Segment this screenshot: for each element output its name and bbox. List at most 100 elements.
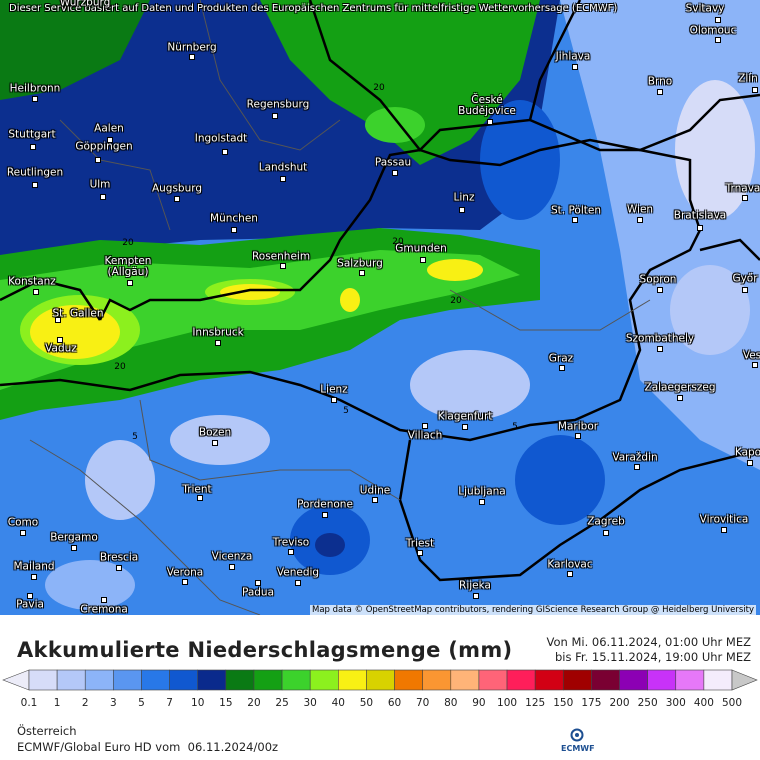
city-label: Venedig (276, 566, 320, 579)
legend-tick-label: 20 (247, 697, 261, 709)
city-label: Vaduz (45, 342, 77, 355)
city-label: St. Gallen (52, 307, 104, 320)
city-dot (55, 317, 61, 323)
legend-swatch (169, 669, 199, 691)
city-dot (101, 597, 107, 603)
legend-swatch (28, 669, 58, 691)
city-dot (575, 433, 581, 439)
city-label: Zlín (738, 72, 758, 85)
attribution: Map data © OpenStreetMap contributors, r… (310, 605, 756, 615)
legend-tick-label: 1 (53, 697, 61, 709)
legend-swatch (394, 669, 423, 691)
legend-swatch (2, 669, 30, 691)
legend-swatch (113, 669, 142, 691)
legend-swatch (478, 669, 508, 691)
city-dot (657, 346, 663, 352)
city-dot (174, 196, 180, 202)
city-label: Heilbronn (9, 82, 61, 95)
logo-text: ECMWF (561, 744, 595, 753)
city-dot (359, 270, 365, 276)
legend-swatch (703, 669, 733, 691)
city-dot (20, 530, 26, 536)
city-label: Ljubljana (458, 485, 506, 498)
city-dot (752, 87, 758, 93)
legend-tick-label: 125 (525, 697, 546, 709)
legend-tick-label: 500 (721, 697, 743, 709)
city-label: Pavia (16, 598, 44, 611)
city-dot (197, 495, 203, 501)
city-label: Bergamo (50, 531, 98, 544)
city-label: Ves (742, 349, 760, 362)
legend-tick-label: 100 (497, 697, 518, 709)
precip-map (0, 0, 760, 615)
legend-swatch (366, 669, 395, 691)
city-dot (473, 593, 479, 599)
city-dot (417, 550, 423, 556)
city-dot (33, 289, 39, 295)
city-dot (32, 182, 38, 188)
legend-swatch (84, 669, 114, 691)
city-dot (212, 440, 218, 446)
city-dot (715, 17, 721, 23)
city-dot (231, 227, 237, 233)
legend-tick-label: 80 (444, 697, 458, 709)
city-label: München (210, 212, 258, 225)
city-label: Zagreb (587, 515, 625, 528)
city-label: Como (7, 516, 39, 529)
legend-tick-label: 60 (387, 697, 402, 709)
legend-swatch (534, 669, 564, 691)
city-dot (295, 580, 301, 586)
city-label: Stuttgart (8, 128, 56, 141)
legend-tick-label: 90 (472, 697, 486, 709)
contour-label: 20 (373, 83, 385, 93)
city-dot (71, 545, 77, 551)
city-label: Bratislava (673, 209, 727, 222)
city-label: Padua (241, 586, 275, 599)
city-label: Kempten (Allgäu) (104, 255, 152, 278)
legend-tick-label: 30 (303, 697, 317, 709)
city-label: Linz (453, 191, 475, 204)
legend-swatch (281, 669, 311, 691)
city-dot (255, 580, 261, 586)
city-dot (742, 195, 748, 201)
city-label: Jihlava (555, 50, 591, 63)
model-run: ECMWF/Global Euro HD vom 06.11.2024/00z (17, 740, 279, 754)
city-dot (721, 527, 727, 533)
city-label: Würzburg (59, 0, 111, 9)
city-dot (127, 280, 133, 286)
city-dot (100, 194, 106, 200)
city-label: Aalen (94, 122, 124, 135)
contour-label: 5 (512, 422, 518, 432)
legend-swatch (338, 669, 367, 691)
city-dot (392, 170, 398, 176)
city-dot (603, 530, 609, 536)
legend-swatch (422, 669, 452, 691)
city-dot (752, 362, 758, 368)
city-label: Graz (548, 352, 574, 365)
city-dot (567, 571, 573, 577)
city-label: Treviso (272, 536, 310, 549)
city-label: Karlovac (547, 558, 593, 571)
city-dot (331, 397, 337, 403)
legend-swatch (253, 669, 283, 691)
city-dot (31, 574, 37, 580)
contour-label: 20 (392, 237, 404, 247)
city-label: Trient (182, 483, 212, 496)
city-label: Maribor (557, 420, 599, 433)
contour-label: 20 (450, 296, 462, 306)
city-label: Landshut (258, 161, 308, 174)
city-dot (742, 287, 748, 293)
legend-swatch (225, 669, 255, 691)
legend-tick-label: 40 (331, 697, 345, 709)
city-label: Udine (359, 484, 391, 497)
city-label: Villach (407, 429, 443, 442)
legend-tick-label: 70 (415, 697, 430, 709)
city-label: Rosenheim (251, 250, 311, 263)
city-label: Gmunden (395, 242, 447, 255)
city-label: Regensburg (246, 98, 310, 111)
city-dot (32, 96, 38, 102)
city-dot (572, 217, 578, 223)
city-label: Sopron (639, 273, 677, 286)
city-label: Ulm (89, 178, 111, 191)
city-label: St. Pölten (551, 204, 601, 217)
